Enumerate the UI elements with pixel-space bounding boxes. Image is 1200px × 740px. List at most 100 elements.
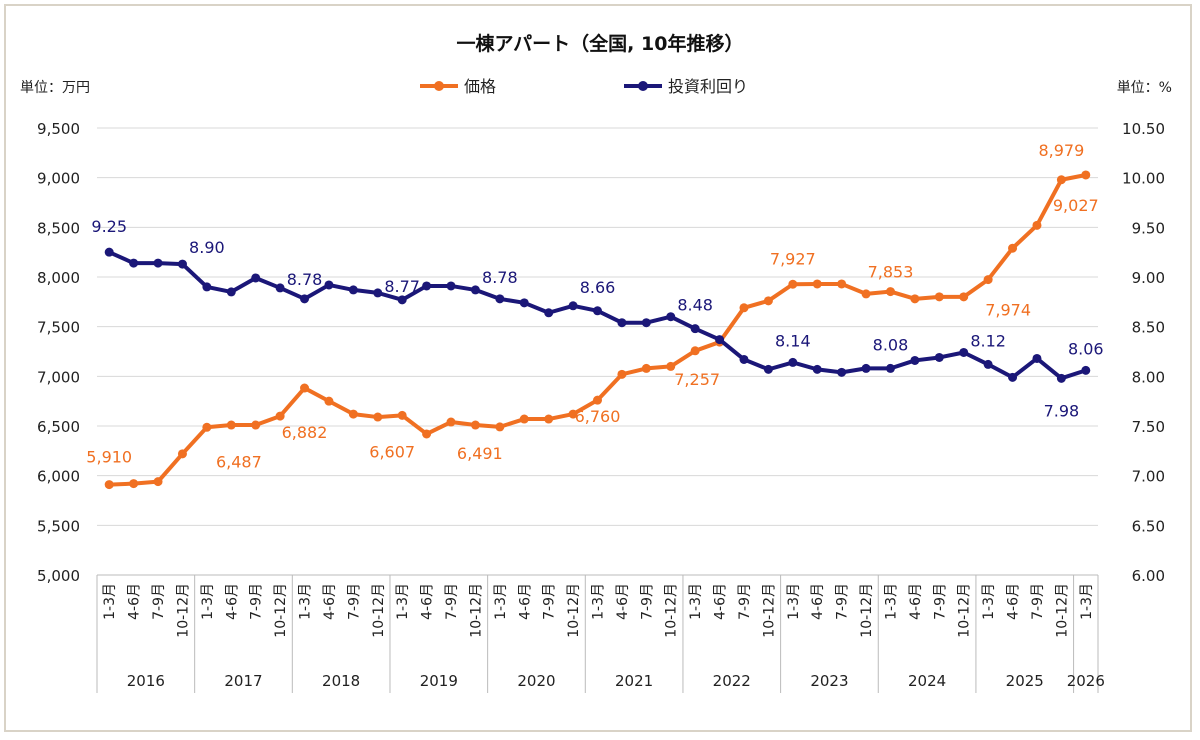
price-point — [300, 383, 310, 393]
yield-data-label: 7.98 — [1044, 401, 1080, 420]
price-data-label: 6,607 — [369, 442, 415, 461]
left-tick-label: 9,500 — [37, 120, 80, 138]
quarter-tick-label: 1-3月 — [493, 583, 509, 620]
quarter-tick-label: 10-12月 — [273, 583, 289, 638]
yield-point — [446, 281, 456, 291]
price-data-label: 9,027 — [1053, 196, 1099, 215]
year-label: 2019 — [420, 672, 458, 690]
price-point — [202, 422, 212, 432]
quarter-tick-label: 10-12月 — [664, 583, 680, 638]
left-axis-unit: 単位：万円 — [20, 80, 90, 96]
quarter-tick-label: 1-3月 — [591, 583, 607, 620]
legend-price-label: 価格 — [464, 77, 496, 96]
price-data-label: 7,853 — [868, 263, 914, 282]
yield-point — [959, 347, 969, 357]
yield-point — [373, 288, 383, 298]
chart-frame — [4, 4, 1192, 732]
yield-point — [837, 367, 847, 377]
left-tick-label: 6,000 — [37, 468, 80, 486]
yield-data-label: 8.90 — [189, 238, 225, 257]
quarter-tick-label: 4-6月 — [615, 583, 631, 620]
yield-data-label: 8.14 — [775, 331, 811, 350]
yield-point — [519, 298, 529, 308]
year-label: 2025 — [1006, 672, 1044, 690]
yield-data-label: 8.78 — [287, 270, 323, 289]
price-data-label: 8,979 — [1038, 141, 1084, 160]
yield-data-label: 8.48 — [677, 296, 713, 315]
price-point — [470, 420, 480, 430]
year-label: 2021 — [615, 672, 653, 690]
quarter-tick-label: 7-9月 — [444, 583, 460, 620]
left-tick-label: 8,000 — [37, 269, 80, 287]
price-point — [1056, 175, 1066, 185]
left-tick-label: 5,000 — [37, 567, 80, 585]
price-point — [1008, 243, 1018, 253]
yield-point — [568, 301, 578, 311]
price-point — [812, 279, 822, 289]
right-tick-label: 8.50 — [1132, 319, 1165, 337]
yield-point — [422, 281, 432, 291]
yield-point — [177, 259, 187, 269]
quarter-tick-label: 10-12月 — [859, 583, 875, 638]
right-tick-label: 6.50 — [1132, 517, 1165, 535]
quarter-tick-label: 1-3月 — [298, 583, 314, 620]
price-point — [104, 480, 114, 490]
right-tick-label: 9.50 — [1132, 219, 1165, 237]
yield-data-label: 8.06 — [1068, 339, 1104, 358]
price-point — [348, 409, 358, 419]
yield-point — [983, 359, 993, 369]
left-tick-label: 6,500 — [37, 418, 80, 436]
quarter-tick-label: 1-3月 — [395, 583, 411, 620]
quarter-tick-label: 7-9月 — [249, 583, 265, 620]
quarter-tick-label: 7-9月 — [639, 583, 655, 620]
yield-point — [470, 285, 480, 295]
yield-point — [1008, 372, 1018, 382]
price-data-label: 6,491 — [457, 444, 503, 463]
quarter-tick-label: 7-9月 — [542, 583, 558, 620]
quarter-tick-label: 10-12月 — [761, 583, 777, 638]
quarter-tick-label: 1-3月 — [102, 583, 118, 620]
right-tick-label: 7.00 — [1132, 468, 1165, 486]
yield-data-label: 8.08 — [873, 335, 909, 354]
price-point — [666, 361, 676, 371]
price-point — [690, 346, 700, 356]
yield-point — [202, 282, 212, 292]
yield-point — [934, 352, 944, 362]
quarter-tick-label: 1-3月 — [786, 583, 802, 620]
yield-data-label: 8.12 — [970, 331, 1006, 350]
quarter-tick-label: 1-3月 — [883, 583, 899, 620]
quarter-tick-label: 7-9月 — [737, 583, 753, 620]
price-point — [397, 410, 407, 420]
right-tick-label: 10.00 — [1122, 170, 1165, 188]
yield-point — [739, 354, 749, 364]
yield-point — [129, 258, 139, 268]
price-point — [153, 477, 163, 487]
quarter-tick-label: 7-9月 — [151, 583, 167, 620]
yield-point — [812, 364, 822, 374]
yield-point — [300, 294, 310, 304]
yield-point — [885, 363, 895, 373]
yield-data-label: 8.66 — [580, 278, 616, 297]
price-point — [177, 449, 187, 459]
quarter-tick-label: 4-6月 — [1006, 583, 1022, 620]
price-data-label: 7,257 — [674, 370, 720, 389]
price-data-label: 7,974 — [985, 301, 1031, 320]
price-point — [1081, 170, 1091, 180]
yield-point — [715, 335, 725, 345]
quarter-tick-label: 7-9月 — [932, 583, 948, 620]
year-label: 2024 — [908, 672, 946, 690]
quarter-tick-label: 7-9月 — [835, 583, 851, 620]
price-point — [910, 294, 920, 304]
legend-yield-label: 投資利回り — [668, 77, 748, 96]
yield-point — [1056, 373, 1066, 383]
price-point — [495, 422, 505, 432]
price-data-label: 6,882 — [282, 423, 328, 442]
price-point — [641, 363, 651, 373]
chart-title: 一棟アパート（全国, 10年推移） — [457, 32, 744, 55]
price-point — [129, 479, 139, 489]
price-point — [446, 417, 456, 427]
price-point — [275, 411, 285, 421]
quarter-tick-label: 4-6月 — [224, 583, 240, 620]
quarter-tick-label: 10-12月 — [957, 583, 973, 638]
